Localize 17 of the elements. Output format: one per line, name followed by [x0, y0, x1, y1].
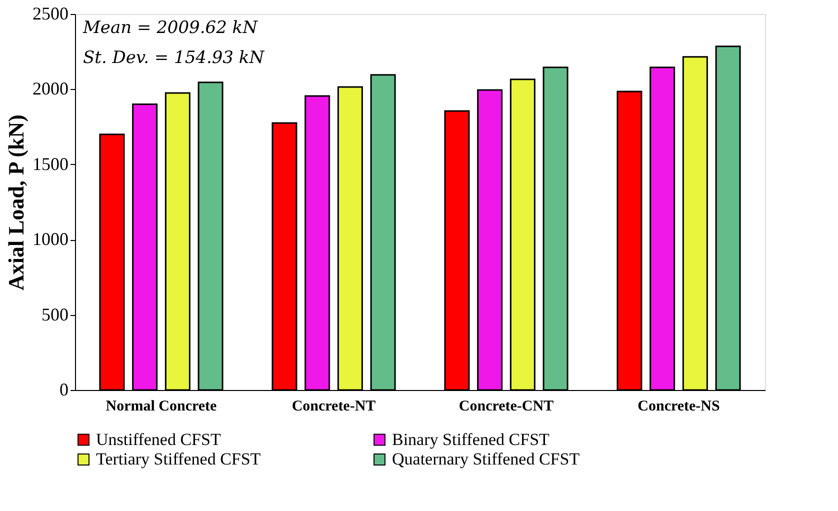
y-tick-label: 1000	[32, 229, 68, 250]
y-tick-label: 1500	[32, 154, 68, 174]
x-tick-label: Normal Concrete	[106, 398, 218, 414]
legend-label: Quaternary Stiffened CFST	[392, 450, 580, 468]
y-tick-label: 2500	[32, 4, 68, 24]
y-tick-label: 500	[42, 304, 68, 324]
legend-label: Tertiary Stiffened CFST	[96, 450, 262, 468]
y-tick-label: 2000	[32, 78, 68, 99]
x-tick-label: Concrete-NT	[292, 398, 376, 414]
x-tick-label: Concrete-CNT	[458, 398, 554, 414]
y-axis-title: Axial Load, P (kN)	[4, 114, 28, 291]
legend-label: Binary Stiffened CFST	[392, 430, 550, 449]
x-tick-label: Concrete-NS	[638, 398, 720, 414]
legend-label: Unstiffened CFST	[96, 430, 222, 449]
y-tick-label: 0	[60, 380, 68, 400]
annotation: Mean = 2009.62 kN	[82, 18, 259, 38]
annotation: St. Dev. = 154.93 kN	[83, 48, 266, 68]
